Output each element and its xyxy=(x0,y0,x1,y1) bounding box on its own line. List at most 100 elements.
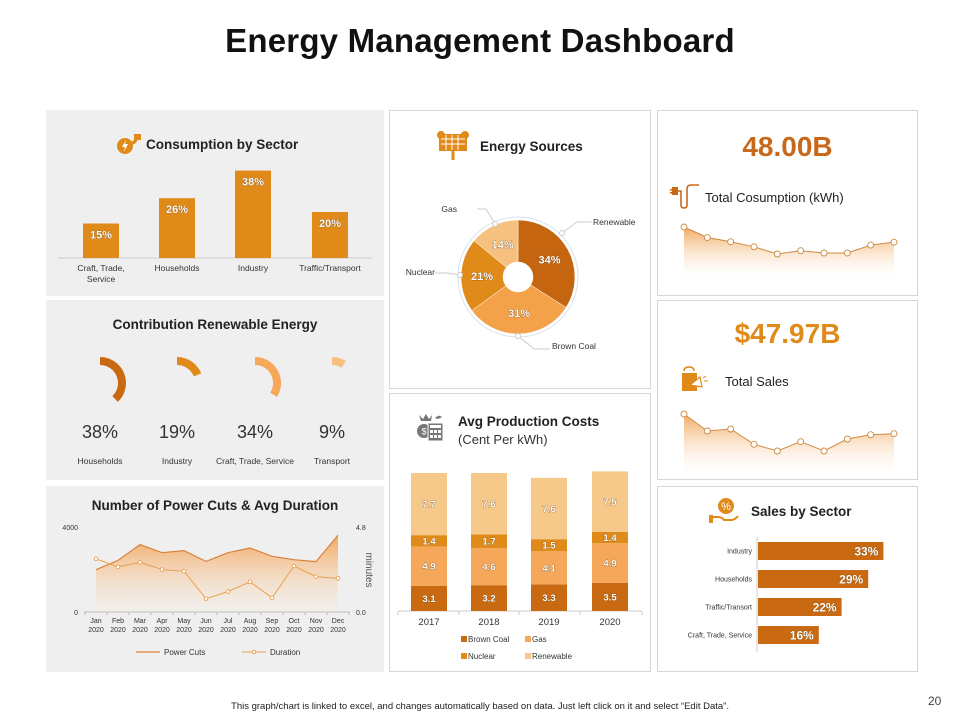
sparkline-point xyxy=(797,247,805,255)
page-number: 20 xyxy=(928,694,942,708)
sparkline-point xyxy=(867,431,875,439)
bar-segment xyxy=(411,585,447,611)
x-tick-month: Jan xyxy=(90,618,101,625)
production-costs-stacked-bar-chart[interactable]: 3.1 4.9 1.4 7.7 2017 3.2 4.6 1.7 7.6 2018 3.3 4.1 1.… xyxy=(390,394,652,673)
bar-segment xyxy=(471,585,507,611)
bar xyxy=(235,170,271,258)
data-label: 20% xyxy=(319,218,341,230)
bar-segment xyxy=(531,551,567,585)
x-tick-month: Oct xyxy=(289,618,300,625)
x-tick-month: Feb xyxy=(112,618,124,625)
data-label: 33% xyxy=(854,545,878,559)
x-tick-year: 2020 xyxy=(242,627,258,634)
bar-segment xyxy=(471,534,507,549)
total-consumption-panel[interactable]: 48.00B Total Cosumption (kWh) xyxy=(657,110,918,296)
data-label: 1.4 xyxy=(422,536,436,547)
sparkline-point xyxy=(890,430,898,438)
data-label: 1.4 xyxy=(603,533,617,544)
callout-dot xyxy=(559,230,565,236)
duration-point xyxy=(181,569,187,574)
x-tick-label: 2019 xyxy=(538,617,559,628)
bar-segment xyxy=(531,584,567,611)
power-cuts-panel[interactable]: Number of Power Cuts & Avg Duration 4000… xyxy=(46,486,384,672)
duration-line xyxy=(95,558,339,600)
x-tick-month: Aug xyxy=(244,618,257,625)
bar xyxy=(758,626,819,644)
data-label: 26% xyxy=(166,204,188,216)
data-label: 3.3 xyxy=(542,593,555,604)
total-consumption-sparkline[interactable] xyxy=(658,111,919,297)
panel-title: Sales by Sector xyxy=(751,504,852,519)
panel-title: Avg Production Costs xyxy=(458,414,600,429)
data-label: 3.1 xyxy=(422,594,436,605)
production-costs-panel[interactable]: $ Avg Production Costs (Cent Per kWh) 3.… xyxy=(389,393,651,672)
y2-axis-title: minutes xyxy=(363,552,374,587)
x-tick-month: May xyxy=(177,618,191,625)
consumption-bar-chart[interactable]: 15% 26% 38% 20% xyxy=(46,110,384,296)
sparkline-point xyxy=(680,223,688,231)
data-label: 4.6 xyxy=(482,562,495,573)
bar xyxy=(159,198,195,258)
sparkline-point xyxy=(820,249,828,257)
ring-arc xyxy=(331,356,346,368)
legend-label: Gas xyxy=(532,635,547,644)
bar xyxy=(758,542,884,560)
bar xyxy=(312,212,348,258)
category-label: Transport xyxy=(314,456,351,466)
category-label: Households xyxy=(154,263,200,273)
energy-sources-panel[interactable]: Energy Sources 34% 31% 21% 14% Renewable Brow… xyxy=(389,110,651,389)
duration-point xyxy=(93,556,99,562)
bar-segment xyxy=(471,473,507,535)
total-sales-panel[interactable]: $47.97B Total Sales xyxy=(657,300,918,480)
callout-line xyxy=(517,335,550,350)
category-label: Renewable xyxy=(593,217,636,227)
bar-segment xyxy=(471,548,507,586)
sparkline-point xyxy=(797,438,805,446)
y2-tick-label: 0.0 xyxy=(356,610,366,617)
data-label: 3.2 xyxy=(482,594,495,605)
data-label: 1.7 xyxy=(482,537,495,548)
panel-title: Energy Sources xyxy=(480,139,583,154)
legend-swatch xyxy=(461,636,467,642)
duration-point xyxy=(115,564,121,570)
duration-point xyxy=(225,589,231,594)
donut-slice xyxy=(517,219,576,308)
power-cuts-line-chart[interactable]: 4000 0 4.8 0.0 minutes Jan 2020 Feb 2020 Mar 2020 A… xyxy=(46,486,384,672)
total-sales-sparkline[interactable] xyxy=(658,301,919,481)
sparkline-area xyxy=(684,227,894,283)
sales-by-sector-panel[interactable]: % Sales by Sector 33% Industry 29% Househol… xyxy=(657,486,918,672)
renewable-contribution-panel[interactable]: Contribution Renewable Energy 38% Househo… xyxy=(46,300,384,480)
renewable-ring-charts[interactable]: 38% Households 19% Industry 34% Craft, Trade,… xyxy=(46,300,384,480)
donut-slice xyxy=(471,284,567,335)
x-tick-year: 2020 xyxy=(132,627,148,634)
total-consumption-label: Total Cosumption (kWh) xyxy=(705,190,844,205)
bar-segment xyxy=(592,531,628,544)
category-label: Industry xyxy=(237,263,269,273)
callout-dot xyxy=(492,221,498,227)
consumption-by-sector-panel[interactable]: Consumption by Sector 15% 26% 38% 20% Craft… xyxy=(46,110,384,296)
x-tick-year: 2020 xyxy=(176,627,192,634)
sparkline-point xyxy=(750,440,758,448)
data-label: 15% xyxy=(90,230,112,242)
panel-title: Consumption by Sector xyxy=(146,137,299,152)
legend-label: Brown Coal xyxy=(468,635,510,644)
bar-segment xyxy=(411,473,447,536)
sales-by-sector-bar-chart[interactable]: 33% Industry 29% Households 22% Traffic/Trans… xyxy=(658,487,919,673)
x-tick-month: Jul xyxy=(224,618,233,625)
x-tick-month: Nov xyxy=(310,618,323,625)
x-tick-year: 2020 xyxy=(198,627,214,634)
y-tick-label: 4000 xyxy=(62,525,78,532)
data-label: 7.6 xyxy=(542,504,555,515)
energy-sources-donut-chart[interactable]: 34% 31% 21% 14% Renewable Brown Coal Nuclear Ga… xyxy=(390,111,652,390)
legend-swatch xyxy=(525,653,531,659)
duration-point xyxy=(269,595,275,601)
plug-bolt-icon xyxy=(117,134,141,154)
x-tick-year: 2020 xyxy=(88,627,104,634)
data-label: 4.9 xyxy=(422,562,435,573)
legend-label: Renewable xyxy=(532,652,573,661)
x-tick-label: 2018 xyxy=(478,617,499,628)
sparkline-point xyxy=(750,243,758,251)
sparkline-point xyxy=(820,447,828,455)
data-label: 1.5 xyxy=(542,541,556,552)
sparkline-line xyxy=(683,413,895,452)
